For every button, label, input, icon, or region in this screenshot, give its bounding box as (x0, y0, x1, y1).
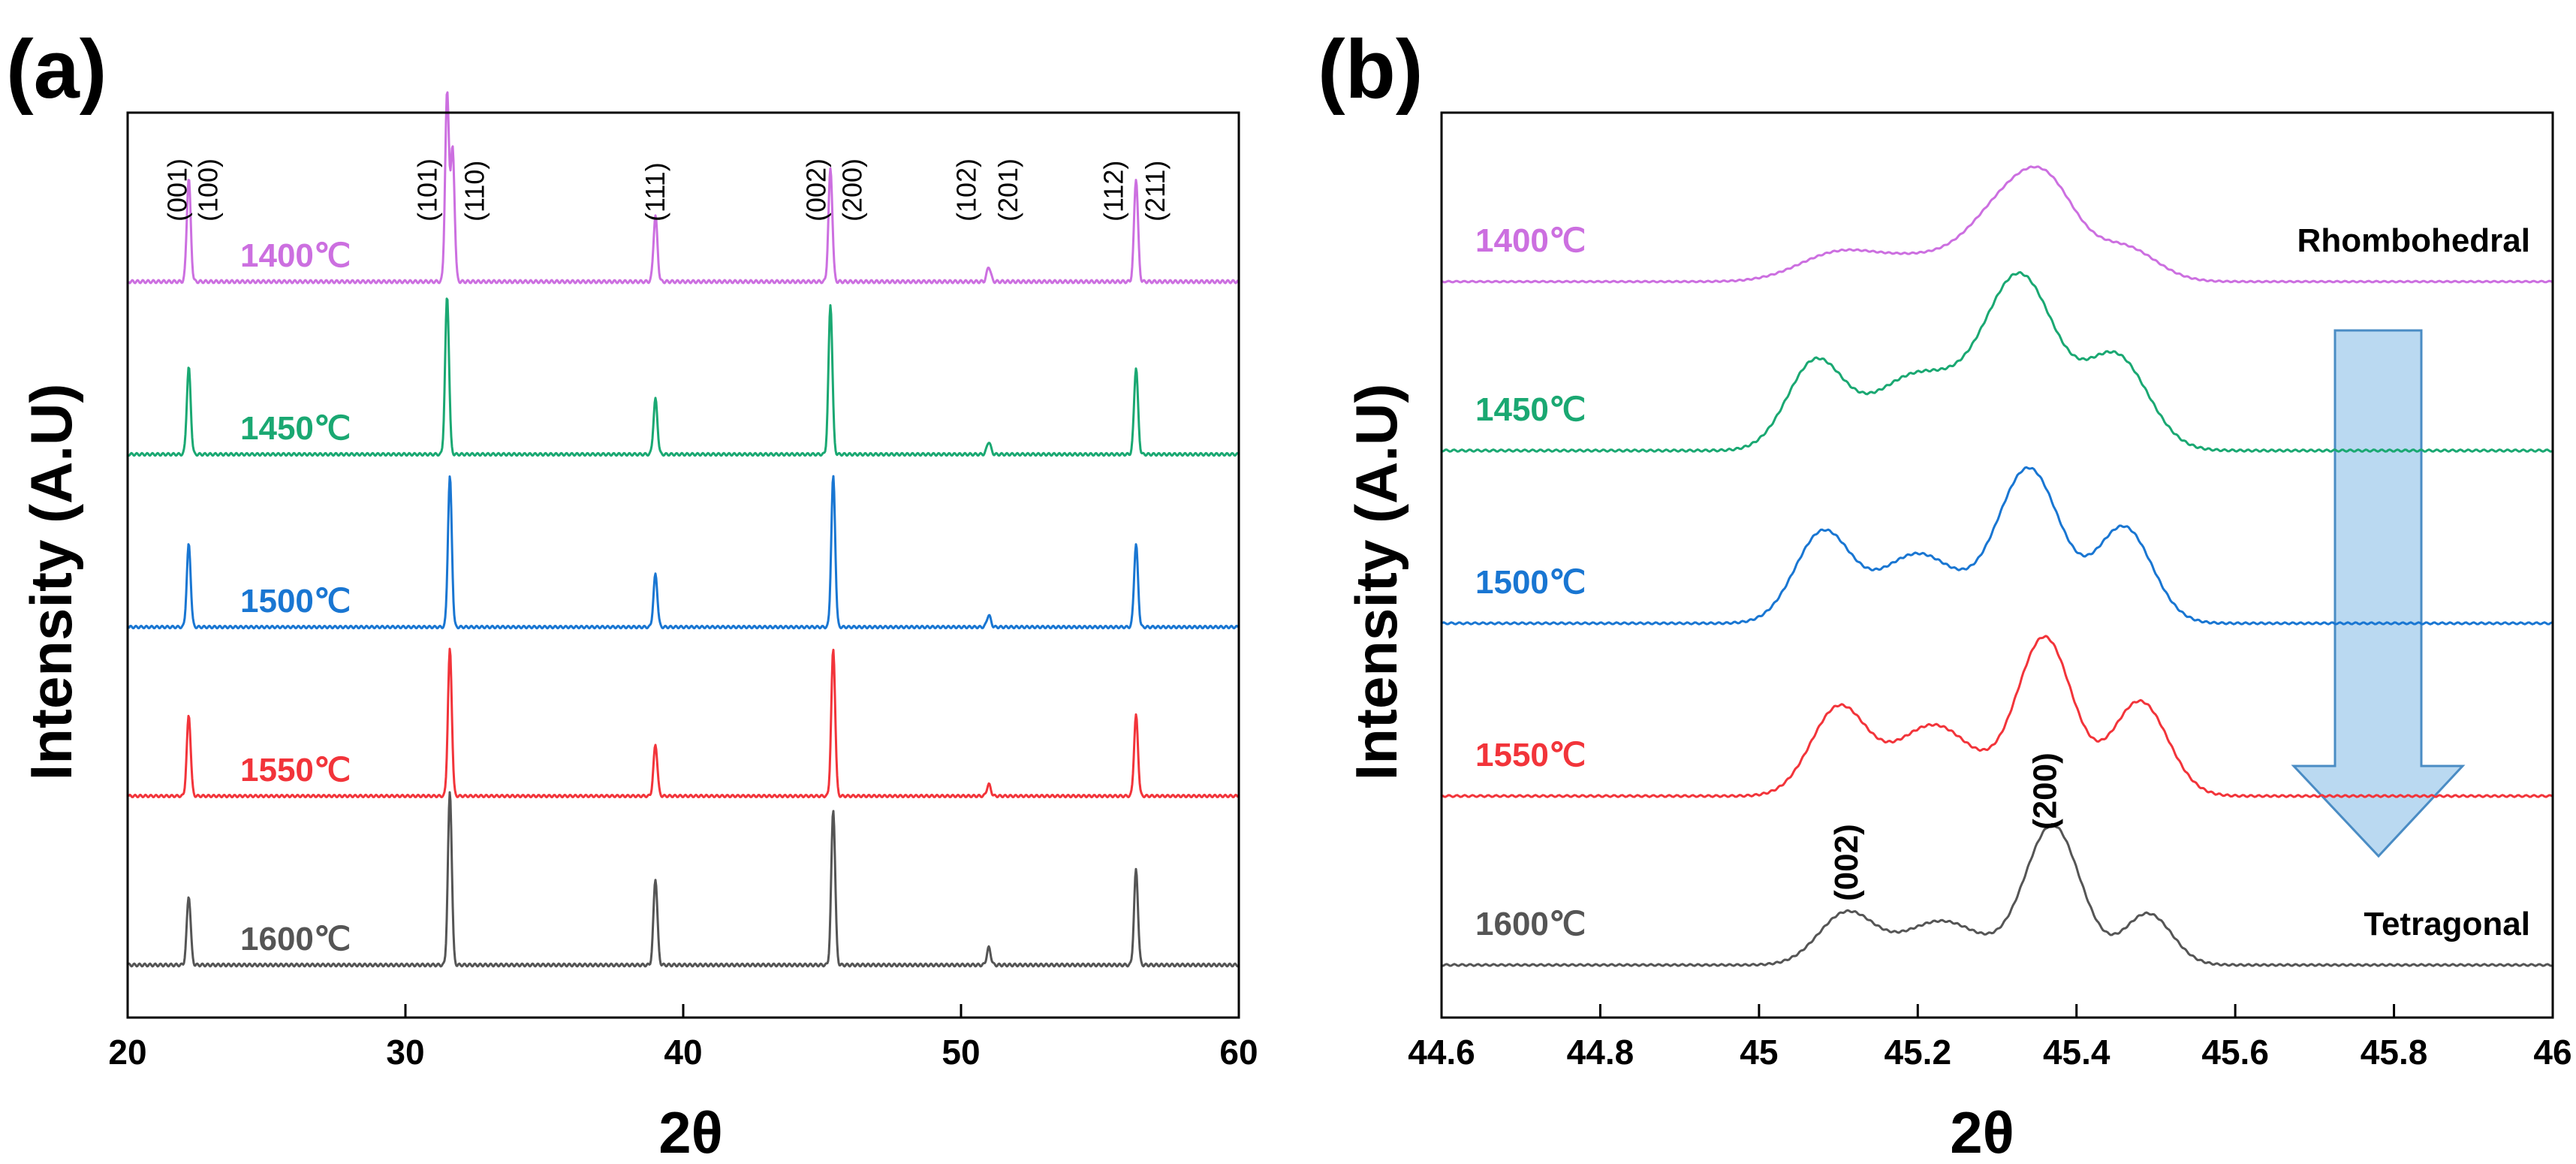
phase-transition-arrow (2291, 329, 2466, 858)
panel-b-tick-label-44-8: 44.8 (1567, 1033, 1634, 1072)
panel-b-x-axis: 44.6 44.8 45 45.2 45.4 45.6 45.8 46 (1408, 1004, 2572, 1072)
panel-b-trace-1600 (1442, 822, 2553, 967)
panel-a-x-axis-title: 2θ (658, 1099, 723, 1164)
panel-a-frame (126, 111, 1240, 1019)
panel-a-hkl-101: (101) (412, 158, 443, 222)
panel-a-hkl-111: (111) (640, 162, 670, 222)
panel-b-traces (1442, 165, 2553, 967)
panel-a-hkl-100: (100) (192, 158, 223, 222)
panel-a-tick-label-50: 50 (942, 1033, 980, 1072)
panel-b-trace-1450 (1442, 271, 2553, 453)
panel-a-series-label-1500: 1500℃ (240, 583, 351, 620)
panel-a-series-labels: 1400℃ 1450℃ 1500℃ 1550℃ 1600℃ (240, 237, 351, 957)
panel-b-tick-label-45-6: 45.6 (2201, 1033, 2269, 1072)
panel-b-chart: (b) Intensity (A.U) 2θ 1400℃ 1450℃ 1500℃ 15… (1318, 23, 2572, 1164)
panel-a-y-axis-title: Intensity (A.U) (18, 384, 84, 781)
panel-a-hkl-001: (001) (162, 158, 193, 222)
panel-b-hkl-002: (002) (1828, 824, 1865, 901)
panel-b-hkl-200: (200) (2026, 752, 2063, 830)
panel-b-series-label-1600: 1600℃ (1475, 906, 1586, 942)
panel-a-trace-1400 (127, 91, 1240, 285)
panel-a-tick-label-30: 30 (386, 1033, 424, 1072)
panel-a-hkl-201: (201) (993, 158, 1023, 222)
panel-b-series-labels: 1400℃ 1450℃ 1500℃ 1550℃ 1600℃ (1475, 222, 1586, 942)
panel-a-trace-1550 (127, 647, 1240, 799)
panel-b-series-label-1550: 1550℃ (1475, 737, 1586, 773)
panel-a-hkl-110: (110) (459, 161, 490, 222)
panel-a-hkl-211: (211) (1140, 161, 1170, 222)
panel-a-series-label-1600: 1600℃ (240, 921, 351, 957)
panel-a-hkl-102: (102) (951, 158, 981, 222)
panel-a-series-label-1400: 1400℃ (240, 237, 351, 274)
panel-b-tick-label-45-8: 45.8 (2361, 1033, 2428, 1072)
panel-b-trace-1550 (1442, 635, 2553, 798)
panel-a-hkl-112: (112) (1098, 161, 1129, 222)
panel-b-tick-label-46: 46 (2533, 1033, 2571, 1072)
panel-b-tick-label-45: 45 (1740, 1033, 1778, 1072)
panel-b-tick-label-44-6: 44.6 (1408, 1033, 1475, 1072)
panel-a-series-label-1450: 1450℃ (240, 410, 351, 447)
panel-b-annotations: (002) (200) Rhombohedral Tetragonal (1828, 222, 2530, 942)
panel-a-chart: (a) Intensity (A.U) 2θ 1400℃ 1450℃ 1500℃ 15… (6, 23, 1258, 1164)
panel-b-frame (1440, 111, 2554, 1019)
panel-a-traces (127, 91, 1240, 968)
panel-b-phase-label-rhombohedral: Rhombohedral (2297, 222, 2530, 259)
panel-a-label: (a) (6, 23, 107, 116)
panel-b-series-label-1500: 1500℃ (1475, 564, 1586, 601)
panel-b-x-axis-title: 2θ (1950, 1099, 2014, 1164)
panel-a-x-axis: 20 30 40 50 60 (108, 1004, 1258, 1072)
panel-b-tick-label-45-4: 45.4 (2043, 1033, 2111, 1072)
panel-b-trace-1400 (1442, 165, 2553, 284)
panel-a-trace-1500 (127, 475, 1240, 630)
panel-b-y-axis-title: Intensity (A.U) (1343, 384, 1409, 781)
down-arrow-icon (2291, 329, 2466, 858)
panel-b-phase-label-tetragonal: Tetragonal (2364, 906, 2530, 942)
panel-a-trace-1450 (128, 297, 1239, 457)
panel-b-tick-label-45-2: 45.2 (1885, 1033, 1952, 1072)
panel-a-trace-1600 (128, 791, 1239, 968)
panel-a-hkl-annotations: (001) (100) (101) (110) (111) (002) (200) (102)… (162, 158, 1170, 222)
panel-b-label: (b) (1318, 23, 1423, 116)
panel-a-hkl-200: (200) (837, 158, 868, 222)
panel-b-series-label-1450: 1450℃ (1475, 391, 1586, 428)
panel-a-tick-label-20: 20 (108, 1033, 146, 1072)
panel-a-tick-label-60: 60 (1219, 1033, 1258, 1072)
panel-a-hkl-002: (002) (801, 158, 832, 222)
panel-b-trace-1500 (1442, 466, 2553, 626)
panel-a-tick-label-40: 40 (664, 1033, 702, 1072)
panel-b-series-label-1400: 1400℃ (1475, 222, 1586, 259)
panel-a-series-label-1550: 1550℃ (240, 752, 351, 789)
